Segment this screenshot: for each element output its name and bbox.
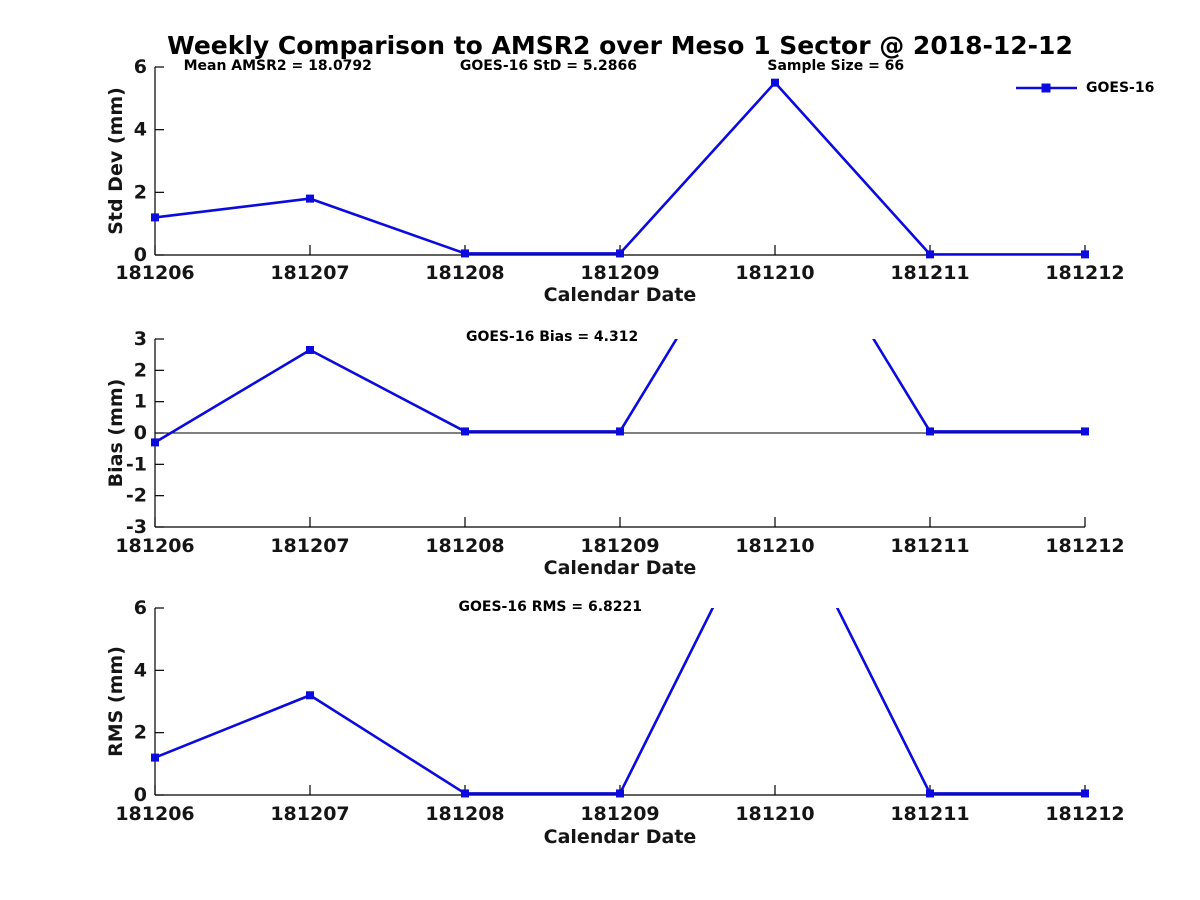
y-tick-label: 6 <box>134 597 147 619</box>
y-tick-label: 2 <box>134 359 147 381</box>
std-dev-plot: 0 2 4 6 181206 181207 181208 181209 181210 181211… <box>105 56 1154 306</box>
data-point-marker <box>616 427 624 436</box>
x-tick-label: 181212 <box>1045 262 1124 284</box>
legend-marker <box>1041 83 1051 93</box>
data-point-marker <box>771 78 779 87</box>
charts-layer: 0 2 4 6 181206 181207 181208 181209 181210 181211… <box>105 56 1154 848</box>
data-point-marker <box>306 345 314 354</box>
stat-annotation: GOES-16 Bias = 4.312 <box>466 329 638 345</box>
x-tick-label: 181206 <box>115 262 194 284</box>
data-point-marker <box>151 753 159 762</box>
y-tick-label: 6 <box>134 56 147 78</box>
rms-series-line <box>153 608 1087 795</box>
y-tick-label: 4 <box>134 659 147 681</box>
std-dev-xlabel: Calendar Date <box>544 284 697 306</box>
std-dev-ylabel: Std Dev (mm) <box>105 87 127 235</box>
rms-plot: 0 2 4 6 181206 181207 181208 181209 181210 181211… <box>105 597 1125 848</box>
data-point-marker <box>461 789 469 798</box>
data-point-marker <box>151 213 159 222</box>
data-point-marker <box>926 427 934 436</box>
data-point-marker <box>616 249 624 258</box>
data-point-marker <box>616 789 624 798</box>
rms-ylabel: RMS (mm) <box>105 646 127 757</box>
y-tick-label: 0 <box>134 422 147 444</box>
y-tick-label: 3 <box>134 328 147 350</box>
x-tick-label: 181209 <box>580 535 659 557</box>
y-tick-label: -2 <box>126 485 147 507</box>
rms-xlabel: Calendar Date <box>544 826 697 848</box>
y-tick-label: 2 <box>134 181 147 203</box>
legend-label: GOES-16 <box>1086 80 1154 96</box>
x-tick-label: 181207 <box>270 803 349 825</box>
x-tick-label: 181211 <box>890 803 969 825</box>
x-tick-label: 181211 <box>890 535 969 557</box>
bias-xlabel: Calendar Date <box>544 557 697 579</box>
x-tick-label: 181209 <box>580 262 659 284</box>
bias-series-line <box>153 339 1087 444</box>
x-tick-label: 181210 <box>735 535 814 557</box>
y-tick-label: 1 <box>134 391 147 413</box>
x-tick-label: 181208 <box>425 803 504 825</box>
x-tick-label: 181209 <box>580 803 659 825</box>
y-tick-label: 2 <box>134 722 147 744</box>
legend: GOES-16 <box>1016 80 1154 96</box>
data-point-marker <box>926 789 934 798</box>
stat-annotation: Mean AMSR2 = 18.0792 <box>184 58 372 74</box>
data-point-marker <box>1081 789 1089 798</box>
stat-annotation: GOES-16 StD = 5.2866 <box>460 58 637 74</box>
y-tick-label: -1 <box>126 453 147 475</box>
data-point-marker <box>151 438 159 447</box>
x-tick-label: 181208 <box>425 262 504 284</box>
data-point-marker <box>306 691 314 700</box>
x-tick-label: 181208 <box>425 535 504 557</box>
x-tick-label: 181207 <box>270 535 349 557</box>
x-tick-label: 181210 <box>735 262 814 284</box>
x-tick-label: 181212 <box>1045 803 1124 825</box>
bias-plot: -3 -2 -1 0 1 2 3 181206 181207 181208 181209 181210… <box>105 328 1125 579</box>
x-tick-label: 181207 <box>270 262 349 284</box>
std-dev-series-line <box>153 81 1087 256</box>
data-point-marker <box>1081 250 1089 259</box>
figure-title: Weekly Comparison to AMSR2 over Meso 1 S… <box>167 31 1073 60</box>
y-tick-label: 0 <box>134 244 147 266</box>
data-point-marker <box>461 427 469 436</box>
x-tick-label: 181212 <box>1045 535 1124 557</box>
bias-ylabel: Bias (mm) <box>105 379 127 488</box>
x-tick-label: 181206 <box>115 803 194 825</box>
data-point-marker <box>926 250 934 259</box>
data-point-marker <box>306 194 314 203</box>
data-point-marker <box>1081 427 1089 436</box>
stat-annotation: GOES-16 RMS = 6.8221 <box>458 599 642 615</box>
y-tick-label: 0 <box>134 784 147 806</box>
y-tick-label: 4 <box>134 119 147 141</box>
x-tick-label: 181206 <box>115 535 194 557</box>
x-tick-label: 181211 <box>890 262 969 284</box>
data-point-marker <box>461 249 469 258</box>
stat-annotation: Sample Size = 66 <box>767 58 904 74</box>
x-tick-label: 181210 <box>735 803 814 825</box>
y-tick-label: -3 <box>126 516 147 538</box>
